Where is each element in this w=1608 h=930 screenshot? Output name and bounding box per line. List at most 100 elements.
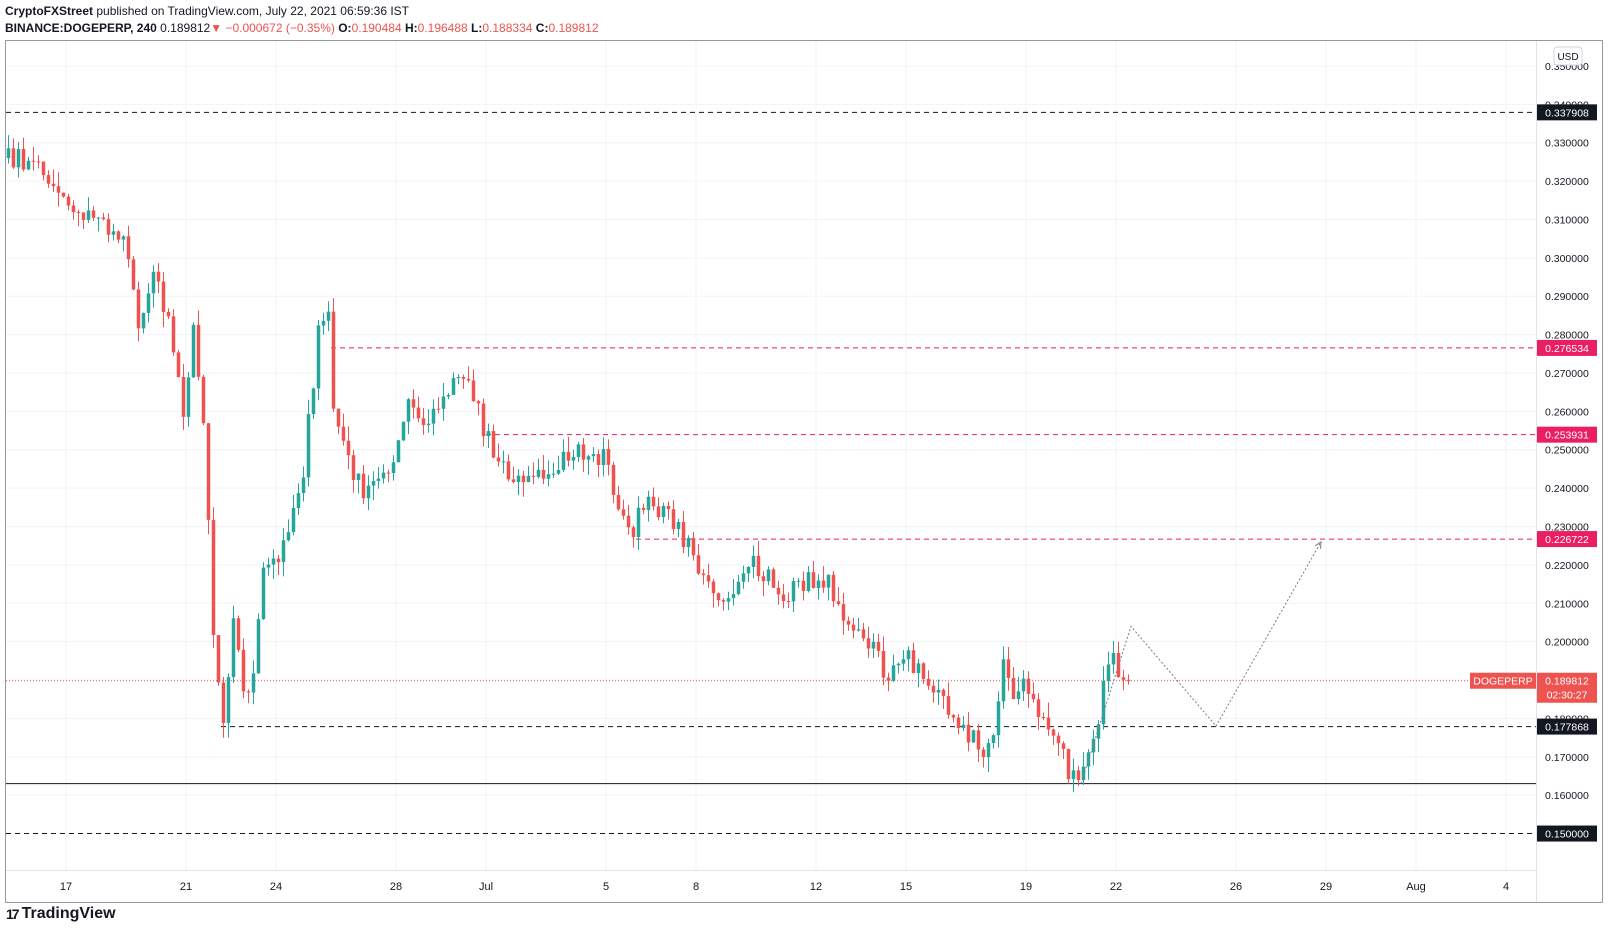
candle-body xyxy=(101,217,106,220)
publisher-name[interactable]: CryptoFXStreet xyxy=(5,4,94,18)
candle-body xyxy=(351,455,356,481)
x-tick-label: 19 xyxy=(1020,881,1032,893)
candle-body xyxy=(806,572,811,591)
level-price-label: 0.276534 xyxy=(1545,343,1589,355)
candle-body xyxy=(526,475,531,483)
candle-body xyxy=(306,414,311,478)
candle-body xyxy=(786,601,791,603)
candle-body xyxy=(986,743,991,758)
y-tick-label: 0.170000 xyxy=(1545,752,1589,764)
candle-body xyxy=(781,594,786,602)
x-tick-label: Aug xyxy=(1406,881,1426,893)
candle-body xyxy=(641,507,646,510)
candle-body xyxy=(1101,681,1106,725)
candle-body xyxy=(56,186,61,193)
axes: 0.1600000.1700000.1800000.1900000.200000… xyxy=(60,61,1589,893)
candle-body xyxy=(311,388,316,415)
candle-body xyxy=(66,196,71,206)
candle-body xyxy=(451,378,456,395)
candle-body xyxy=(96,217,101,219)
candle-body xyxy=(431,408,436,424)
candle-body xyxy=(1006,659,1011,678)
publisher-line: CryptoFXStreet published on TradingView.… xyxy=(5,3,599,20)
candle-body xyxy=(566,451,571,461)
candle-body xyxy=(216,635,221,683)
candle-body xyxy=(1126,679,1131,682)
candle-body xyxy=(416,407,421,419)
candle-body xyxy=(886,677,891,681)
current-price-label: 0.189812 xyxy=(1545,676,1589,688)
candle-body xyxy=(281,540,286,563)
x-tick-label: 17 xyxy=(60,881,72,893)
candle-body xyxy=(461,377,466,379)
candle-body xyxy=(71,205,76,212)
currency-badge[interactable]: USD xyxy=(1553,46,1583,66)
y-tick-label: 0.240000 xyxy=(1545,483,1589,495)
candle-body xyxy=(771,569,776,588)
currency-label: USD xyxy=(1557,52,1578,63)
candle-body xyxy=(621,509,626,516)
y-tick-label: 0.220000 xyxy=(1545,560,1589,572)
y-tick-label: 0.260000 xyxy=(1545,406,1589,418)
candle-body xyxy=(921,663,926,679)
horizontal-levels[interactable] xyxy=(6,111,1536,835)
candle-body xyxy=(881,650,886,678)
candle-body xyxy=(991,735,996,744)
y-tick-label: 0.300000 xyxy=(1545,253,1589,265)
candle-body xyxy=(496,457,501,462)
candle-body xyxy=(346,440,351,456)
candle-body xyxy=(836,601,841,605)
candle-body xyxy=(606,448,611,465)
candle-body xyxy=(616,494,621,510)
candle-body xyxy=(371,481,376,486)
candle-body xyxy=(816,580,821,589)
candle-body xyxy=(916,663,921,674)
candle-body xyxy=(81,212,86,220)
candle-body xyxy=(701,573,706,576)
candle-body xyxy=(91,210,96,218)
candle-body xyxy=(386,472,391,474)
close-label: C: xyxy=(535,21,549,35)
x-tick-label: 8 xyxy=(693,881,699,893)
tradingview-logo[interactable]: 17 TradingView xyxy=(6,905,116,923)
candle-body xyxy=(876,641,881,651)
candle-body xyxy=(6,148,11,159)
candle-body xyxy=(631,527,636,538)
candle-body xyxy=(871,641,876,649)
candle-body xyxy=(651,496,656,507)
candle-body xyxy=(951,714,956,718)
candle-body xyxy=(1011,677,1016,700)
y-tick-label: 0.200000 xyxy=(1545,637,1589,649)
y-tick-label: 0.250000 xyxy=(1545,445,1589,457)
candle-body xyxy=(206,423,211,520)
candle-body xyxy=(286,532,291,541)
candle-body xyxy=(341,426,346,441)
candle-body xyxy=(456,377,461,379)
candle-body xyxy=(1061,743,1066,750)
candle-body xyxy=(841,604,846,621)
candle-body xyxy=(956,717,961,728)
projection-path[interactable] xyxy=(1080,540,1322,784)
candle-body xyxy=(46,175,51,184)
level-price-label: 0.150000 xyxy=(1545,829,1589,841)
candle-body xyxy=(476,401,481,404)
candle-body xyxy=(996,701,1001,736)
candle-body xyxy=(131,259,136,290)
candle-body xyxy=(481,403,486,437)
candle-body xyxy=(756,555,761,577)
candle-body xyxy=(326,311,331,321)
candle-body xyxy=(691,537,696,556)
published-text: published on TradingView.com, July 22, 2… xyxy=(96,4,410,18)
x-tick-label: Jul xyxy=(479,881,493,893)
candle-body xyxy=(1066,749,1071,780)
candle-body xyxy=(376,478,381,482)
candle-body xyxy=(906,650,911,660)
candle-body xyxy=(316,325,321,389)
candle-body xyxy=(221,682,226,723)
candle-body xyxy=(541,469,546,479)
symbol-label[interactable]: BINANCE:DOGEPERP, 240 xyxy=(5,21,157,35)
candle-body xyxy=(16,149,21,168)
grid xyxy=(6,41,1536,870)
candle-body xyxy=(601,448,606,466)
